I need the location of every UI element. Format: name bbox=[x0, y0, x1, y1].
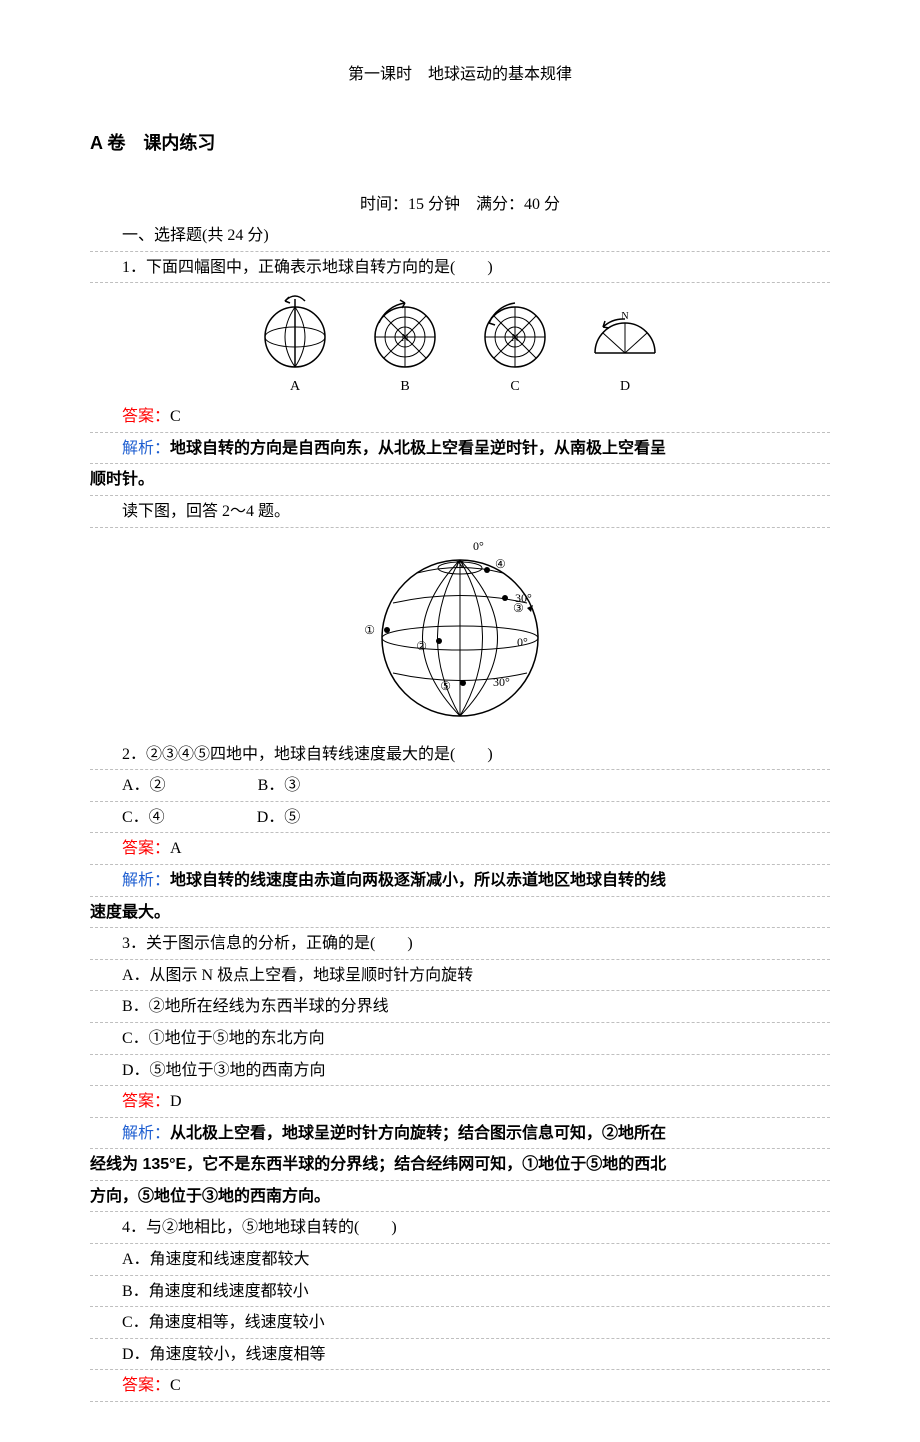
q4-answer: C bbox=[170, 1377, 181, 1394]
q2-answer: A bbox=[170, 840, 182, 857]
label-0lat: 0° bbox=[517, 635, 528, 649]
globe-top-cw-icon: N bbox=[365, 293, 445, 373]
q4-opt-a: A．角速度和线速度都较大 bbox=[90, 1244, 830, 1276]
q1-answer-line: 答案：C bbox=[90, 401, 830, 433]
q2-answer-line: 答案：A bbox=[90, 833, 830, 865]
q2-opt-d: D．⑤ bbox=[225, 805, 301, 831]
q2-analysis-text1: 地球自转的线速度由赤道向两极逐渐减小，所以赤道地区地球自转的线 bbox=[170, 872, 666, 889]
globe-figure: 0° N ④ 30° ③ ① ② 0° ⑤ 30° bbox=[90, 528, 830, 739]
q1-label-c: C bbox=[475, 379, 555, 395]
analysis-label: 解析： bbox=[122, 1125, 170, 1142]
label-p2: ② bbox=[416, 639, 427, 653]
globe-grid-icon: 0° N ④ 30° ③ ① ② 0° ⑤ 30° bbox=[355, 538, 565, 728]
label-p1: ① bbox=[364, 623, 375, 637]
label-0lon: 0° bbox=[473, 539, 484, 553]
svg-text:N: N bbox=[511, 333, 518, 344]
label-p5: ⑤ bbox=[440, 679, 451, 693]
q3-answer: D bbox=[170, 1093, 182, 1110]
q1-label-a: A bbox=[255, 379, 335, 395]
q4-opt-b: B．角速度和线速度都较小 bbox=[90, 1276, 830, 1308]
analysis-label: 解析： bbox=[122, 440, 170, 457]
q3-answer-line: 答案：D bbox=[90, 1086, 830, 1118]
label-n: N bbox=[456, 559, 464, 571]
label-30s: 30° bbox=[493, 675, 510, 689]
q2-options-row2: C．④ D．⑤ bbox=[90, 802, 830, 834]
globe-side-icon bbox=[255, 293, 335, 373]
q1-diagram-a: A bbox=[255, 293, 335, 395]
q3-opt-b: B．②地所在经线为东西半球的分界线 bbox=[90, 991, 830, 1023]
time-score-bar: 时间：15 分钟 满分：40 分 bbox=[90, 190, 830, 214]
answer-label: 答案： bbox=[122, 408, 170, 425]
label-p4: ④ bbox=[495, 557, 506, 571]
q2-opt-a: A．② bbox=[90, 773, 166, 799]
q3-opt-a: A．从图示 N 极点上空看，地球呈顺时针方向旋转 bbox=[90, 960, 830, 992]
q2-intro: 读下图，回答 2～4 题。 bbox=[90, 496, 830, 528]
answer-label: 答案： bbox=[122, 1093, 170, 1110]
section-a-heading: A 卷 课内练习 bbox=[90, 129, 830, 155]
analysis-label: 解析： bbox=[122, 872, 170, 889]
q3-analysis-text1: 从北极上空看，地球呈逆时针方向旋转；结合图示信息可知，②地所在 bbox=[170, 1125, 666, 1142]
q1-stem: 1．下面四幅图中，正确表示地球自转方向的是( ) bbox=[90, 252, 830, 284]
lesson-title: 第一课时 地球运动的基本规律 bbox=[90, 60, 830, 84]
q1-analysis-text1: 地球自转的方向是自西向东，从北极上空看呈逆时针，从南极上空看呈 bbox=[170, 440, 666, 457]
q2-options-row1: A．② B．③ bbox=[90, 770, 830, 802]
q3-analysis-line3: 方向，⑤地位于③地的西南方向。 bbox=[90, 1181, 830, 1213]
q2-stem: 2．②③④⑤四地中，地球自转线速度最大的是( ) bbox=[90, 739, 830, 771]
q1-label-d: D bbox=[585, 379, 665, 395]
q2-opt-b: B．③ bbox=[226, 773, 301, 799]
q4-opt-c: C．角速度相等，线速度较小 bbox=[90, 1307, 830, 1339]
svg-text:N: N bbox=[401, 333, 408, 344]
q4-opt-d: D．角速度较小，线速度相等 bbox=[90, 1339, 830, 1371]
q2-analysis-line1: 解析：地球自转的线速度由赤道向两极逐渐减小，所以赤道地区地球自转的线 bbox=[90, 865, 830, 897]
q1-analysis-line1: 解析：地球自转的方向是自西向东，从北极上空看呈逆时针，从南极上空看呈 bbox=[90, 433, 830, 465]
page: 第一课时 地球运动的基本规律 A 卷 课内练习 时间：15 分钟 满分：40 分… bbox=[0, 0, 920, 1442]
svg-text:N: N bbox=[621, 311, 628, 322]
globe-top-ccw-icon: N bbox=[475, 293, 555, 373]
answer-label: 答案： bbox=[122, 840, 170, 857]
q3-analysis-line1: 解析：从北极上空看，地球呈逆时针方向旋转；结合图示信息可知，②地所在 bbox=[90, 1118, 830, 1150]
q1-diagram-c: N C bbox=[475, 293, 555, 395]
q3-opt-d: D．⑤地位于③地的西南方向 bbox=[90, 1055, 830, 1087]
section1-heading: 一、选择题(共 24 分) bbox=[90, 220, 830, 252]
globe-half-icon: N bbox=[585, 293, 665, 373]
q2-analysis-line2: 速度最大。 bbox=[90, 897, 830, 929]
q1-label-b: B bbox=[365, 379, 445, 395]
q3-opt-c: C．①地位于⑤地的东北方向 bbox=[90, 1023, 830, 1055]
q3-analysis-line2: 经线为 135°E，它不是东西半球的分界线；结合经纬网可知，①地位于⑤地的西北 bbox=[90, 1149, 830, 1181]
q2-opt-c: C．④ bbox=[90, 805, 165, 831]
answer-label: 答案： bbox=[122, 1377, 170, 1394]
q4-answer-line: 答案：C bbox=[90, 1370, 830, 1402]
q1-diagram-b: N B bbox=[365, 293, 445, 395]
q4-stem: 4．与②地相比，⑤地地球自转的( ) bbox=[90, 1212, 830, 1244]
q1-figure: A N B bbox=[90, 283, 830, 401]
q1-diagram-d: N D bbox=[585, 293, 665, 395]
q1-analysis-line2: 顺时针。 bbox=[90, 464, 830, 496]
q1-answer: C bbox=[170, 408, 181, 425]
q3-stem: 3．关于图示信息的分析，正确的是( ) bbox=[90, 928, 830, 960]
label-p3: ③ bbox=[513, 601, 524, 615]
